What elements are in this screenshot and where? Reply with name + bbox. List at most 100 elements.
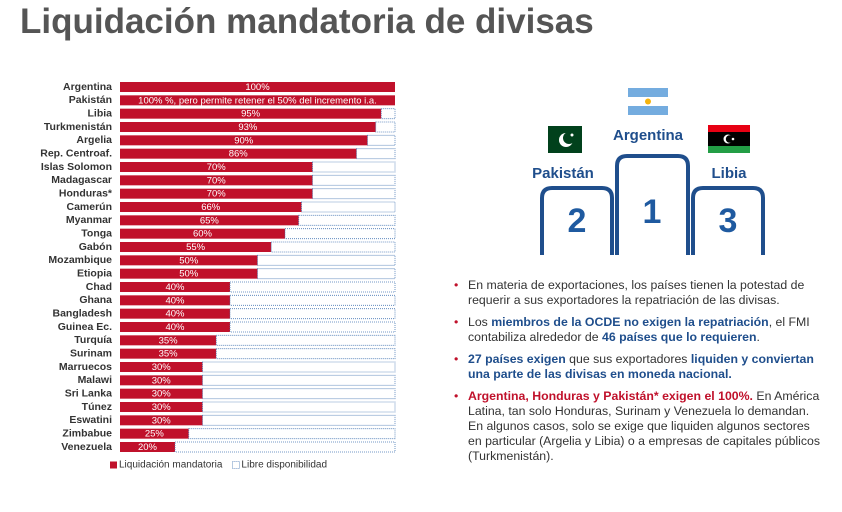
bar <box>120 348 217 359</box>
bullet-text: , el FMI contabiliza alrededor de <box>468 315 810 344</box>
bar <box>120 282 230 292</box>
y-tick-label: Madagascar <box>51 174 112 186</box>
flag-pakistan <box>548 126 582 153</box>
bar <box>229 281 396 293</box>
y-tick-label: Ghana <box>79 294 112 306</box>
value-label: 70% <box>207 162 227 173</box>
bar <box>120 322 230 332</box>
value-label: 25% <box>145 429 165 440</box>
bar <box>120 175 313 186</box>
bar <box>120 255 258 266</box>
bar <box>312 161 396 173</box>
bar <box>202 401 396 413</box>
value-label: 20% <box>138 442 158 453</box>
value-label: 50% <box>179 269 199 280</box>
y-tick-label: Pakistán <box>69 94 112 106</box>
bar <box>270 241 396 253</box>
bar <box>120 82 395 92</box>
bar <box>367 134 396 146</box>
bar <box>120 442 175 452</box>
y-tick-label: Malawi <box>78 374 113 386</box>
legend-label: Liquidación mandatoria <box>119 460 223 471</box>
bar <box>380 108 396 120</box>
bar <box>229 308 396 320</box>
value-label: 95% <box>241 109 261 120</box>
bullet-emphasis: miembros de la OCDE no exigen la repatri… <box>491 315 769 329</box>
legend-label: Libre disponibilidad <box>241 460 327 471</box>
bar <box>202 414 396 426</box>
bar <box>120 162 313 172</box>
value-label: 55% <box>186 242 206 253</box>
podium-rank: 3 <box>719 202 738 240</box>
bar <box>301 201 396 213</box>
value-label: 100% <box>245 82 270 93</box>
value-label: 30% <box>152 402 172 413</box>
y-tick-label: Turkmenistán <box>44 121 112 133</box>
bullet-emphasis: Argentina, Honduras y Pakistán* exigen e… <box>468 389 753 403</box>
bullet: Los miembros de la OCDE no exigen la rep… <box>452 315 824 345</box>
podium-country: Argentina <box>613 127 684 144</box>
value-label: 66% <box>201 202 221 213</box>
bar <box>120 295 230 306</box>
podium-rank: 1 <box>643 193 662 231</box>
bar <box>284 228 396 240</box>
value-label: 50% <box>179 255 199 266</box>
bar <box>356 148 396 160</box>
podium-country: Libia <box>711 165 747 182</box>
value-label: 90% <box>234 135 254 146</box>
value-label: 65% <box>200 215 220 226</box>
bullet-text: que sus exportadores <box>565 352 691 366</box>
value-label: 30% <box>152 375 172 386</box>
bar <box>120 228 285 239</box>
bar <box>229 294 396 306</box>
y-tick-label: Zimbabue <box>62 427 112 439</box>
y-tick-label: Argelia <box>76 134 112 146</box>
value-label: 70% <box>207 189 227 200</box>
bar <box>120 308 230 319</box>
y-tick-label: Chad <box>86 281 112 293</box>
y-tick-label: Honduras* <box>59 187 113 199</box>
bar <box>229 321 396 333</box>
y-tick-label: Venezuela <box>61 441 112 453</box>
y-tick-label: Tonga <box>81 227 112 239</box>
bar <box>202 388 396 400</box>
value-label: 70% <box>207 175 227 186</box>
value-label: 35% <box>159 335 179 346</box>
bar <box>120 108 382 119</box>
bar <box>120 95 395 106</box>
y-tick-label: Islas Solomon <box>41 161 112 173</box>
y-tick-label: Eswatini <box>69 414 112 426</box>
bullet: 27 países exigen que sus exportadores li… <box>452 352 824 382</box>
bar <box>120 402 203 412</box>
y-tick-label: Argentina <box>63 81 112 93</box>
y-tick-label: Surinam <box>70 347 112 359</box>
bar <box>120 375 203 386</box>
bullet: En materia de exportaciones, los países … <box>452 278 824 308</box>
legend-swatch <box>110 461 117 469</box>
bullet-emphasis: 46 países que lo requieren <box>602 330 757 344</box>
slide-title: Liquidación mandatoria de divisas <box>20 2 594 41</box>
y-tick-label: Myanmar <box>66 214 112 226</box>
y-tick-label: Mozambique <box>48 254 112 266</box>
bar <box>215 334 396 346</box>
flag-argentina <box>628 88 668 115</box>
bar <box>120 215 299 226</box>
bar <box>120 202 302 212</box>
bar <box>375 121 396 133</box>
value-label: 30% <box>152 415 172 426</box>
bar <box>202 361 396 373</box>
y-tick-label: Bangladesh <box>52 307 112 319</box>
bullet-emphasis: liquiden y conviertan una parte de las d… <box>468 352 814 381</box>
bullet-emphasis: 27 países exigen <box>468 352 566 366</box>
bar <box>120 242 272 252</box>
bullet-text: En materia de exportaciones, los países … <box>468 278 805 307</box>
bar <box>312 188 396 200</box>
value-label: 35% <box>159 349 179 360</box>
flag-libya <box>708 125 750 153</box>
bar <box>215 348 396 360</box>
y-tick-label: Guinea Ec. <box>58 321 112 333</box>
bar <box>120 388 203 399</box>
bar <box>120 188 313 199</box>
